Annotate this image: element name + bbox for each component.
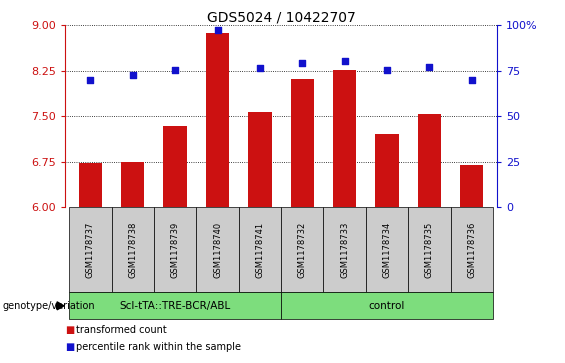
Point	[213, 27, 222, 33]
Point	[86, 77, 95, 83]
Text: GSM1178734: GSM1178734	[383, 221, 392, 278]
Bar	[154, 207, 197, 292]
Point	[340, 58, 349, 64]
Bar	[408, 207, 451, 292]
Point	[298, 60, 307, 66]
Bar	[197, 207, 238, 292]
Bar	[418, 114, 441, 207]
Text: ■: ■	[65, 325, 74, 335]
Text: GSM1178733: GSM1178733	[340, 221, 349, 278]
Point	[171, 67, 180, 73]
Title: GDS5024 / 10422707: GDS5024 / 10422707	[207, 10, 355, 24]
Text: GSM1178735: GSM1178735	[425, 221, 434, 278]
Text: percentile rank within the sample: percentile rank within the sample	[76, 342, 241, 352]
Point	[467, 77, 476, 83]
Bar	[248, 112, 272, 207]
Text: GSM1178740: GSM1178740	[213, 221, 222, 278]
Text: GSM1178737: GSM1178737	[86, 221, 95, 278]
Bar	[375, 134, 399, 207]
Bar	[281, 207, 323, 292]
Text: GSM1178741: GSM1178741	[255, 221, 264, 278]
Text: ■: ■	[65, 342, 74, 352]
Text: GSM1178732: GSM1178732	[298, 221, 307, 278]
Bar	[206, 33, 229, 207]
Text: GSM1178736: GSM1178736	[467, 221, 476, 278]
Bar	[333, 70, 357, 207]
Point	[383, 67, 392, 73]
Bar	[79, 163, 102, 207]
Text: GSM1178738: GSM1178738	[128, 221, 137, 278]
Point	[128, 72, 137, 78]
Bar	[323, 207, 366, 292]
Text: transformed count: transformed count	[76, 325, 167, 335]
Text: genotype/variation: genotype/variation	[3, 301, 95, 311]
Text: GSM1178739: GSM1178739	[171, 221, 180, 278]
Point	[425, 64, 434, 69]
Bar	[121, 162, 145, 207]
Bar	[281, 292, 493, 319]
Text: control: control	[369, 301, 405, 311]
Bar	[460, 164, 484, 207]
Bar	[163, 126, 187, 207]
Text: ScI-tTA::TRE-BCR/ABL: ScI-tTA::TRE-BCR/ABL	[120, 301, 231, 311]
Bar	[69, 207, 112, 292]
Bar	[290, 79, 314, 207]
Bar	[366, 207, 408, 292]
Bar	[112, 207, 154, 292]
Point	[255, 65, 264, 71]
Bar	[451, 207, 493, 292]
Bar	[69, 292, 281, 319]
Bar	[238, 207, 281, 292]
